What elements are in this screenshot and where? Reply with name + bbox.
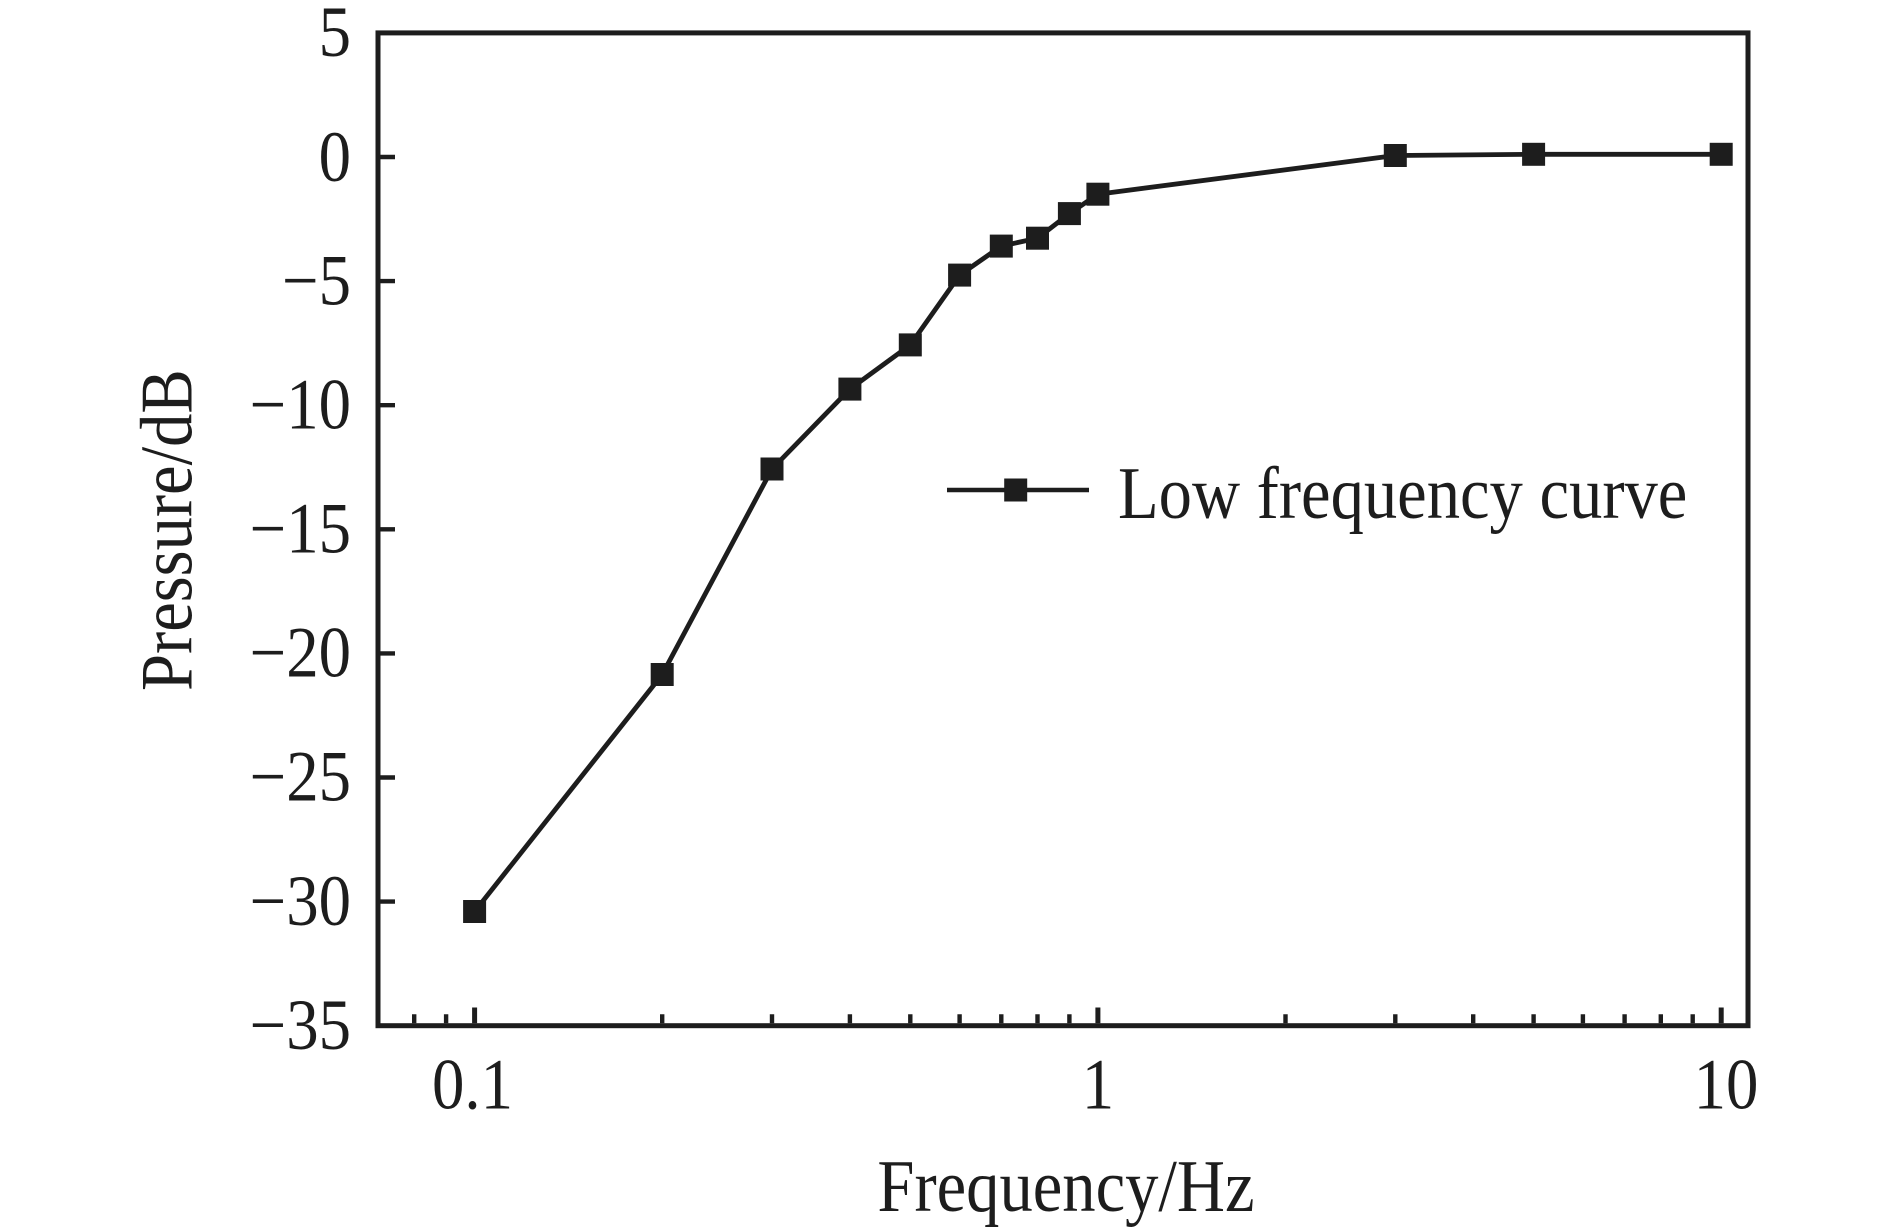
svg-text:−30: −30 — [250, 861, 351, 941]
svg-text:5: 5 — [319, 0, 351, 72]
svg-text:1: 1 — [1082, 1044, 1114, 1124]
svg-text:−20: −20 — [250, 612, 351, 692]
svg-text:Low frequency curve: Low frequency curve — [1118, 453, 1687, 535]
svg-text:10: 10 — [1694, 1044, 1759, 1124]
svg-text:−10: −10 — [250, 364, 351, 444]
svg-text:0: 0 — [319, 117, 351, 197]
svg-text:−25: −25 — [250, 737, 351, 817]
svg-text:−35: −35 — [250, 985, 351, 1065]
svg-text:−5: −5 — [282, 240, 351, 320]
svg-text:0.1: 0.1 — [432, 1044, 513, 1124]
svg-text:−15: −15 — [250, 488, 351, 568]
svg-text:Pressure/dB: Pressure/dB — [126, 369, 208, 691]
svg-text:Frequency/Hz: Frequency/Hz — [877, 1146, 1254, 1227]
